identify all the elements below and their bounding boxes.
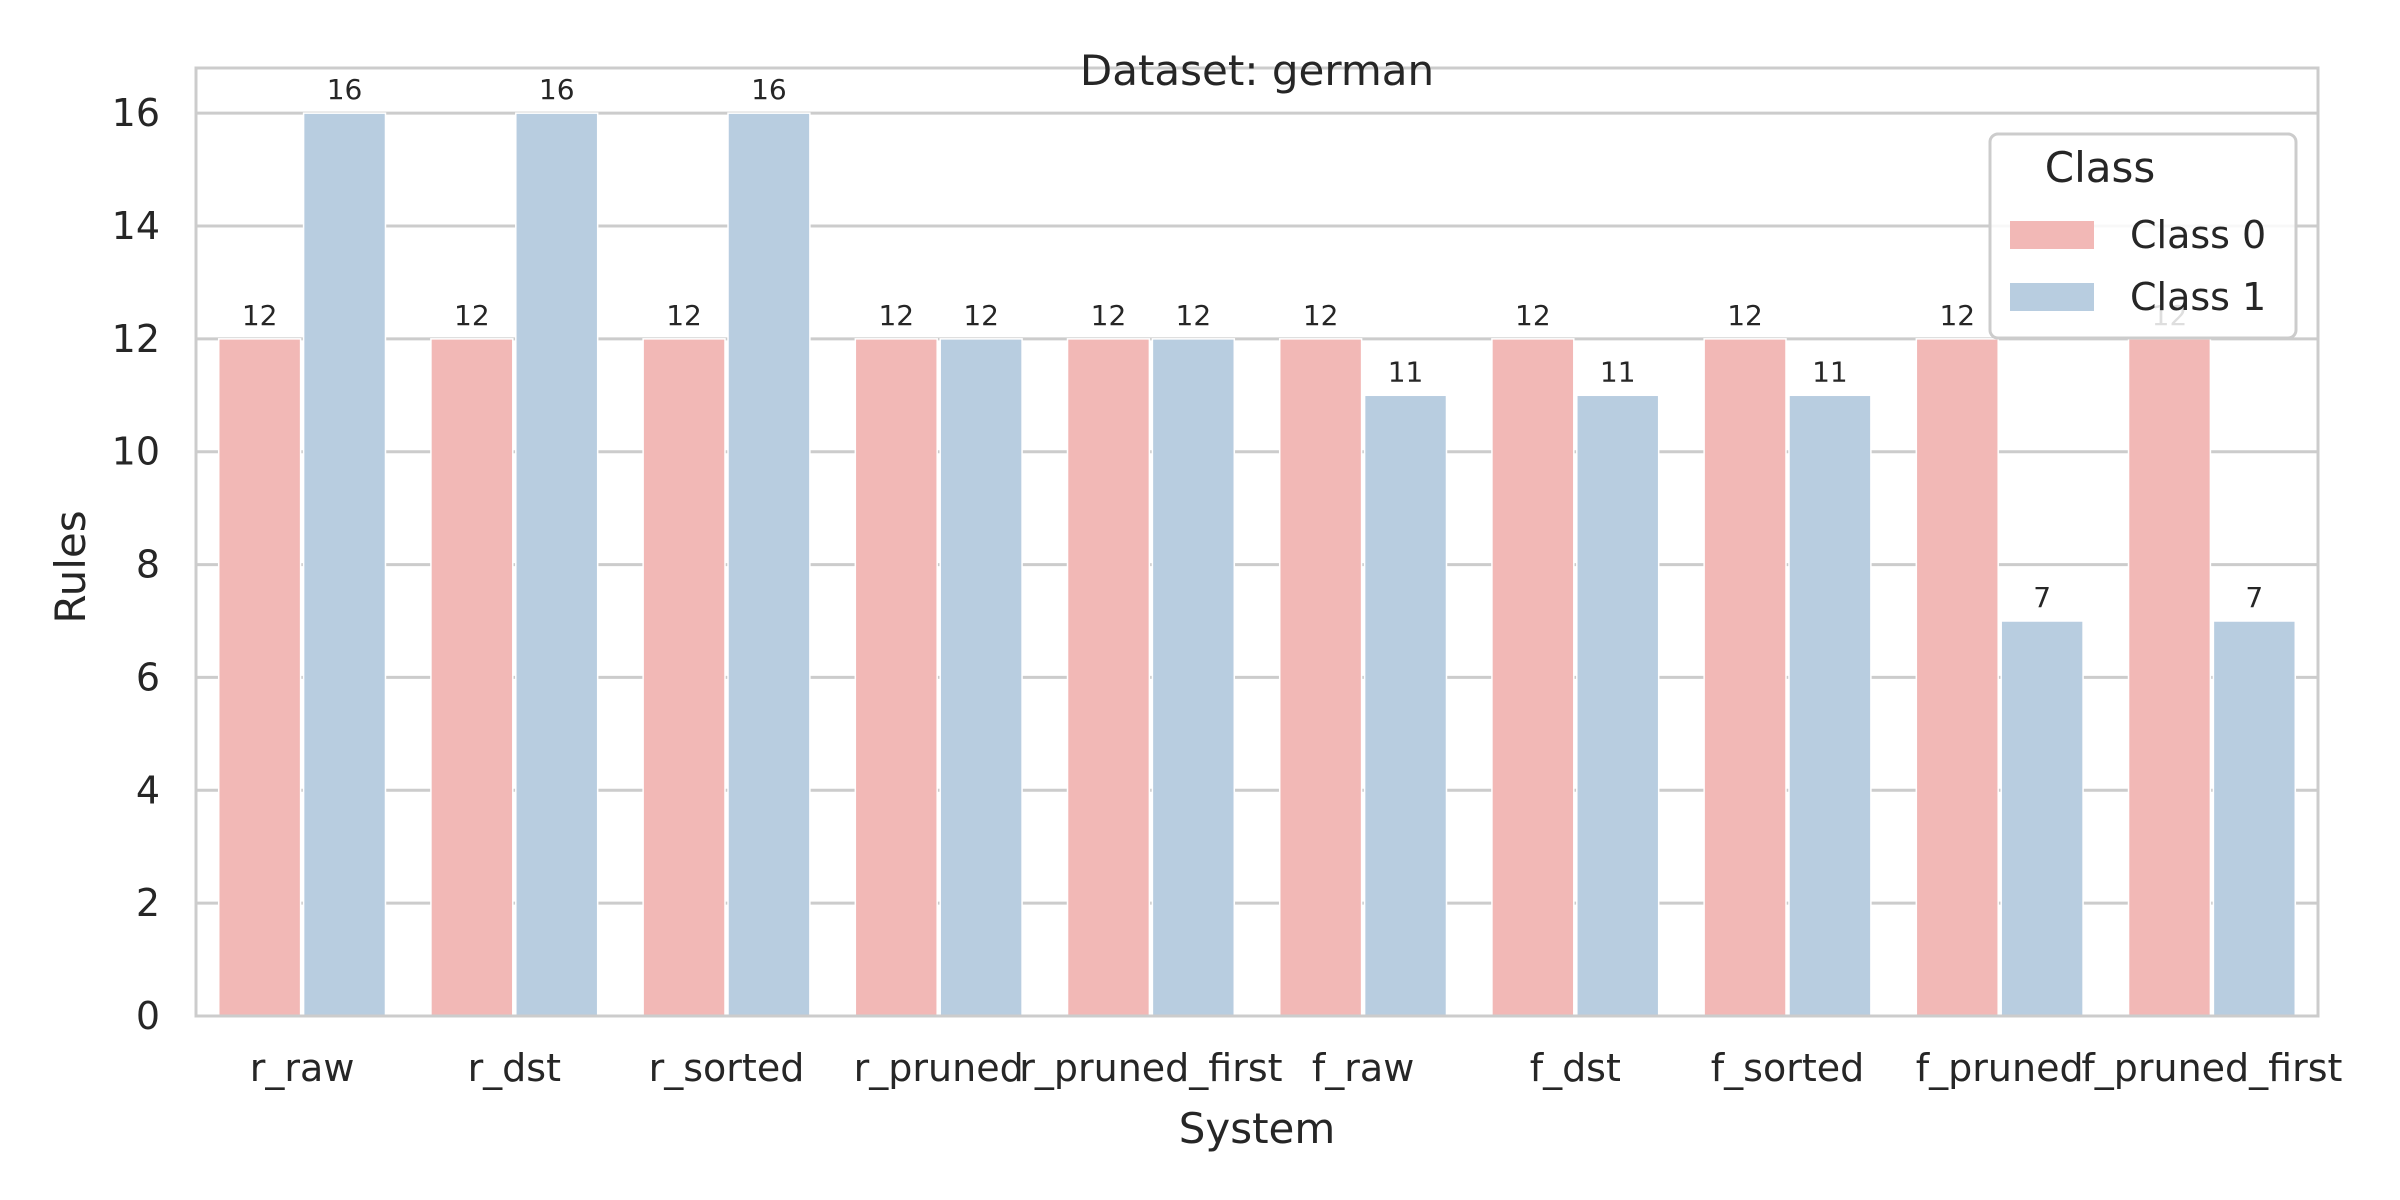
legend-label-class-0: Class 0 (2130, 213, 2266, 257)
bar-class-0 (1066, 338, 1151, 1017)
legend-title: Class (2045, 143, 2156, 192)
bar-value-label: 12 (1176, 299, 1212, 332)
bar-value-label: 12 (454, 299, 490, 332)
bar-class-1 (939, 338, 1023, 1017)
legend: Class Class 0 Class 1 (1988, 132, 2298, 340)
legend-label-class-1: Class 1 (2130, 275, 2266, 319)
bar-value-labels: 12161216121612121212121112111211127127 (242, 73, 2263, 614)
bar-value-label: 16 (751, 73, 787, 106)
y-axis-label: Rules (46, 510, 95, 623)
plot-frame (194, 66, 2320, 1018)
bar-value-label: 16 (539, 73, 575, 106)
x-tick-label: r_dst (468, 1046, 561, 1090)
y-tick-label: 4 (136, 768, 160, 812)
legend-swatch-class-0 (2010, 221, 2094, 249)
x-tick-label: r_pruned_first (1019, 1046, 1282, 1090)
bar-class-0 (217, 338, 302, 1017)
bar-value-label: 16 (327, 73, 363, 106)
bars (217, 112, 2297, 1017)
x-tick-label: r_pruned (854, 1046, 1024, 1090)
bar-value-label: 12 (963, 299, 999, 332)
x-tick-label: f_raw (1312, 1046, 1414, 1090)
bar-class-0 (1278, 338, 1363, 1017)
y-tick-label: 12 (112, 317, 160, 361)
bar-value-label: 11 (1600, 355, 1636, 388)
bar-value-label: 12 (1939, 299, 1975, 332)
bar-value-label: 7 (2033, 581, 2051, 614)
bar-class-0 (1491, 338, 1575, 1017)
bar-class-1 (1151, 338, 1236, 1017)
x-tick-label: f_sorted (1711, 1046, 1864, 1090)
bar-value-label: 12 (1091, 299, 1127, 332)
bar-class-1 (2000, 620, 2084, 1017)
chart-title: Dataset: german (1080, 46, 1434, 95)
x-tick-label: r_raw (250, 1046, 355, 1090)
y-tick-label: 6 (136, 655, 160, 699)
legend-swatch-class-1 (2010, 283, 2094, 311)
x-tick-label: f_dst (1530, 1046, 1621, 1090)
bar-value-label: 11 (1812, 355, 1848, 388)
bar-class-0 (1703, 338, 1787, 1017)
bar-class-1 (1788, 394, 1872, 1017)
bar-class-1 (302, 112, 387, 1017)
y-tick-label: 0 (136, 994, 160, 1038)
y-tick-label: 16 (112, 91, 160, 135)
bar-class-0 (854, 338, 938, 1017)
bar-class-1 (727, 112, 811, 1017)
y-axis-ticks: 0 2 4 6 8 10 12 14 16 (112, 91, 160, 1038)
bar-class-0 (642, 338, 726, 1017)
bar-class-1 (1576, 394, 1660, 1017)
y-tick-label: 14 (112, 204, 160, 248)
x-axis-ticks: r_raw r_dst r_sorted r_prunedr_pruned_first… (250, 1046, 2343, 1090)
bar-value-label: 12 (1515, 299, 1551, 332)
x-tick-label: f_pruned_first (2081, 1046, 2342, 1090)
bar-class-0 (430, 338, 514, 1017)
bar-value-label: 11 (1388, 355, 1424, 388)
bar-class-0 (1915, 338, 1999, 1017)
bar-class-1 (2212, 620, 2297, 1017)
bar-value-label: 12 (1727, 299, 1763, 332)
bar-class-1 (515, 112, 599, 1017)
bar-value-label: 12 (1303, 299, 1339, 332)
bar-value-label: 12 (666, 299, 702, 332)
y-tick-label: 10 (112, 430, 160, 474)
bar-value-label: 12 (878, 299, 914, 332)
x-tick-label: f_pruned (1916, 1046, 2084, 1090)
y-tick-label: 8 (136, 543, 160, 587)
x-axis-label: System (1179, 1104, 1336, 1153)
y-tick-label: 2 (136, 881, 160, 925)
bar-class-1 (1363, 394, 1448, 1017)
bar-value-label: 7 (2245, 581, 2263, 614)
x-tick-label: r_sorted (649, 1046, 805, 1090)
bar-class-0 (2127, 338, 2212, 1017)
bar-value-label: 12 (242, 299, 278, 332)
